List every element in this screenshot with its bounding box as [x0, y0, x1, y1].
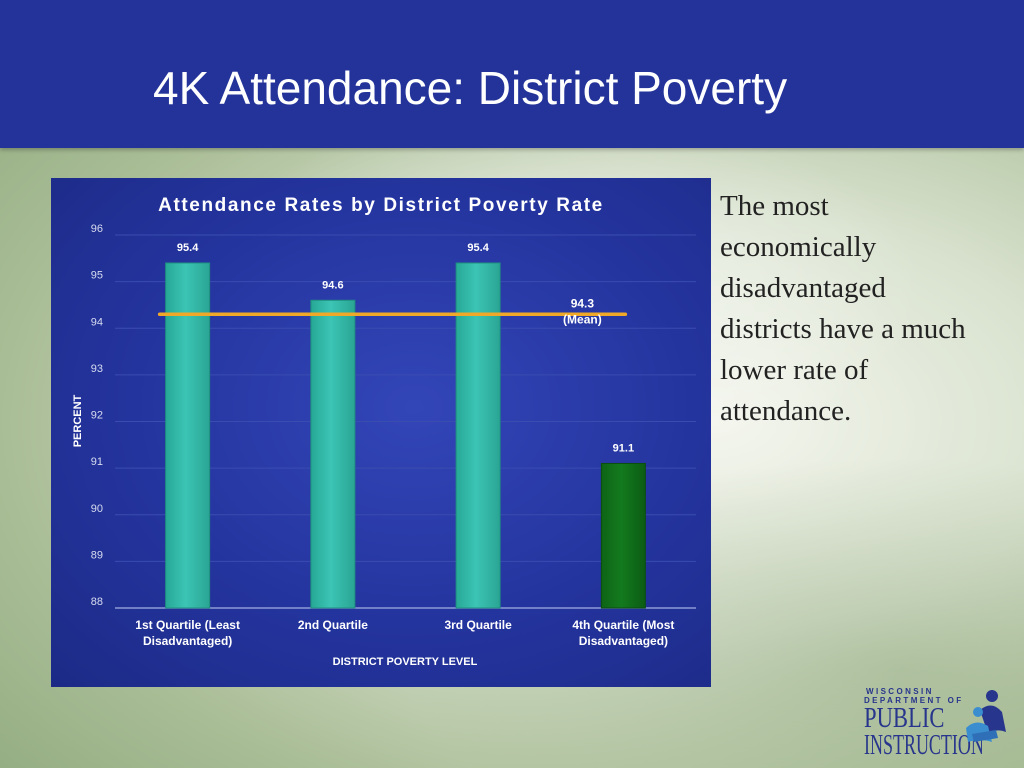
logo-line-instruction: INSTRUCTION — [864, 729, 984, 761]
mean-label: (Mean) — [563, 312, 602, 326]
y-tick-label: 90 — [91, 503, 103, 515]
x-tick-label: 3rd Quartile — [444, 618, 512, 632]
logo-line-department: DEPARTMENT OF — [864, 696, 964, 705]
slide-title: 4K Attendance: District Poverty — [153, 62, 788, 114]
x-tick-label: Disadvantaged) — [579, 634, 668, 648]
y-axis-title: PERCENT — [72, 394, 84, 447]
x-tick-label: 1st Quartile (Least — [135, 618, 240, 632]
bar-value-label: 91.1 — [613, 442, 634, 454]
y-tick-label: 88 — [91, 596, 103, 608]
bar — [600, 462, 646, 609]
dpi-logo: WISCONSIN DEPARTMENT OF PUBLIC INSTRUCTI… — [862, 686, 1012, 762]
bar-value-label: 94.6 — [322, 279, 343, 291]
x-tick-label: 4th Quartile (Most — [572, 618, 674, 632]
bar — [165, 262, 211, 609]
side-caption: The most economically disadvantaged dist… — [720, 190, 966, 427]
bar-value-label: 95.4 — [467, 242, 489, 254]
chart-panel: Attendance Rates by District Poverty Rat… — [51, 178, 711, 687]
bar — [310, 299, 356, 609]
y-tick-label: 96 — [91, 223, 103, 235]
x-axis-title: DISTRICT POVERTY LEVEL — [333, 656, 478, 668]
y-tick-label: 95 — [91, 270, 103, 282]
reading-figures-icon — [966, 690, 1006, 742]
x-tick-label: Disadvantaged) — [143, 634, 232, 648]
y-tick-label: 93 — [91, 363, 103, 375]
mean-label: 94.3 — [571, 296, 595, 310]
logo-line-wisconsin: WISCONSIN — [866, 687, 934, 696]
chart-title: Attendance Rates by District Poverty Rat… — [158, 195, 604, 216]
bar-chart: Attendance Rates by District Poverty Rat… — [72, 195, 696, 668]
title-bar: 4K Attendance: District Poverty — [0, 0, 1024, 148]
y-tick-label: 94 — [91, 316, 103, 328]
bar-value-label: 95.4 — [177, 242, 199, 254]
x-tick-label: 2nd Quartile — [298, 618, 368, 632]
y-tick-label: 92 — [91, 410, 103, 422]
bar — [455, 262, 501, 609]
y-tick-label: 89 — [91, 549, 103, 561]
logo-line-public: PUBLIC — [864, 702, 945, 734]
y-tick-label: 91 — [91, 456, 103, 468]
